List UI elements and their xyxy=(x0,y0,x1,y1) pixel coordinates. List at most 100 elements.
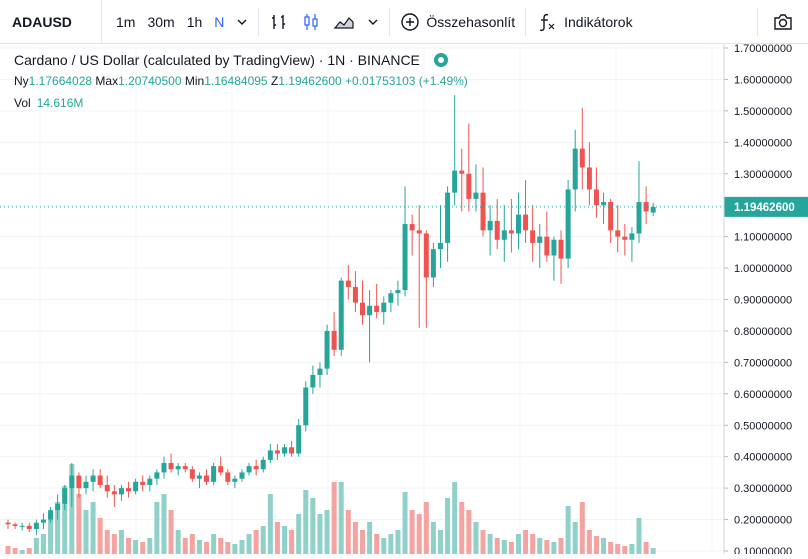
volume-bar xyxy=(204,542,210,554)
volume-bar xyxy=(437,530,443,554)
volume-bar xyxy=(324,510,330,554)
toolbar-divider xyxy=(525,7,527,36)
candle-body xyxy=(303,387,309,426)
volume-bar xyxy=(402,492,408,554)
candle-body xyxy=(430,249,436,278)
candle-body xyxy=(76,475,82,489)
last-price-label: 1.19462600 xyxy=(734,202,795,214)
chart-legend: Cardano / US Dollar (calculated by Tradi… xyxy=(14,52,468,110)
candle-body xyxy=(5,522,11,525)
candle-body xyxy=(360,302,365,316)
volume-bar xyxy=(239,540,245,554)
indicators-button[interactable]: Indikátorok xyxy=(530,0,638,44)
y-axis-label: 0.50000000 xyxy=(734,420,792,432)
candle-body xyxy=(395,290,401,294)
compare-button[interactable]: Összehasonlít xyxy=(394,0,521,44)
volume-bar xyxy=(565,506,571,554)
y-axis-label: 1.50000000 xyxy=(734,106,792,118)
candle-body xyxy=(445,192,451,243)
volume-bar xyxy=(466,510,472,554)
volume-bar xyxy=(593,536,599,554)
volume-bar xyxy=(388,534,394,554)
symbol-search[interactable]: ADAUSD xyxy=(0,0,102,44)
candle-body xyxy=(189,469,195,479)
candle-body xyxy=(296,425,302,454)
legend-title-row: Cardano / US Dollar (calculated by Tradi… xyxy=(14,52,468,68)
volume-bar xyxy=(90,502,96,554)
candle-body xyxy=(104,484,110,492)
interval-1m[interactable]: 1m xyxy=(116,13,136,30)
volume-bar xyxy=(331,482,337,554)
legend-title: Cardano / US Dollar (calculated by Tradi… xyxy=(14,52,420,68)
volume-bar xyxy=(367,522,373,554)
volume-bar xyxy=(416,514,422,554)
candle-body xyxy=(267,450,273,460)
volume-bar xyxy=(274,522,280,554)
volume-bar xyxy=(445,498,451,554)
candle-body xyxy=(650,206,656,213)
candle-body xyxy=(274,450,280,454)
volume-bar xyxy=(168,510,174,554)
y-axis-label: 0.60000000 xyxy=(734,389,792,401)
bars-style-button[interactable] xyxy=(263,0,295,44)
candle-body xyxy=(182,466,188,470)
interval-1h[interactable]: 1h xyxy=(186,13,203,30)
candle-body xyxy=(62,488,68,504)
volume-bar xyxy=(537,538,543,554)
chart-area[interactable]: 1.70000000 1.60000000 1.50000000 1.40000000… xyxy=(0,43,808,558)
volume-bar xyxy=(289,530,295,554)
low-label: Min xyxy=(184,74,205,88)
candle-body xyxy=(452,170,458,193)
candle-body xyxy=(289,447,295,454)
volume-bar xyxy=(480,530,486,554)
candle-body xyxy=(317,368,323,375)
close-value: 1.19462600 xyxy=(278,74,342,88)
plus-circle-icon xyxy=(401,12,420,31)
candle-body xyxy=(154,472,160,479)
interval-30m[interactable]: 30m xyxy=(147,13,175,30)
candle-body xyxy=(161,462,167,473)
volume-bar xyxy=(586,530,592,554)
candle-body xyxy=(544,236,550,256)
volume-bar xyxy=(246,534,252,554)
volume-bar xyxy=(530,534,536,554)
candles-style-button[interactable] xyxy=(295,0,327,44)
y-axis-label: 0.90000000 xyxy=(734,295,792,307)
candle-body xyxy=(126,488,132,492)
volume-bar xyxy=(40,534,46,554)
y-axis-label: 0.30000000 xyxy=(734,483,792,495)
screenshot-button[interactable] xyxy=(762,0,808,44)
chart-type-dropdown[interactable] xyxy=(361,0,385,44)
high-label: Max xyxy=(95,74,119,88)
volume-bar xyxy=(253,530,259,554)
y-axis-label: 1.40000000 xyxy=(734,137,792,149)
candle-body xyxy=(331,330,337,350)
volume-bar xyxy=(140,542,146,554)
volume-bar xyxy=(175,530,181,554)
price-chart[interactable]: 1.70000000 1.60000000 1.50000000 1.40000000… xyxy=(0,43,808,558)
last-price-badge xyxy=(724,196,808,217)
indicators-label: Indikátorok xyxy=(564,13,633,30)
candle-body xyxy=(90,475,96,482)
volume-bar xyxy=(558,538,564,554)
volume-bar xyxy=(430,522,436,554)
candle-body xyxy=(615,230,621,237)
volume-bar xyxy=(33,538,39,554)
candle-body xyxy=(402,224,408,291)
volume-bar xyxy=(147,538,153,554)
market-status-icon[interactable] xyxy=(433,53,448,67)
volume-bar xyxy=(118,530,124,554)
volume-bar xyxy=(182,538,188,554)
interval-dropdown[interactable] xyxy=(230,0,254,44)
candle-body xyxy=(40,519,46,523)
volume-bar xyxy=(267,494,273,554)
candle-body xyxy=(118,488,124,495)
y-axis-label: 1.30000000 xyxy=(734,169,792,181)
interval-week[interactable]: N xyxy=(214,13,225,30)
candle-body xyxy=(33,522,39,529)
volume-bar xyxy=(338,482,344,554)
area-style-button[interactable] xyxy=(327,0,361,44)
volume-bar xyxy=(296,514,302,554)
volume-bar xyxy=(572,522,578,554)
function-icon xyxy=(539,13,555,31)
